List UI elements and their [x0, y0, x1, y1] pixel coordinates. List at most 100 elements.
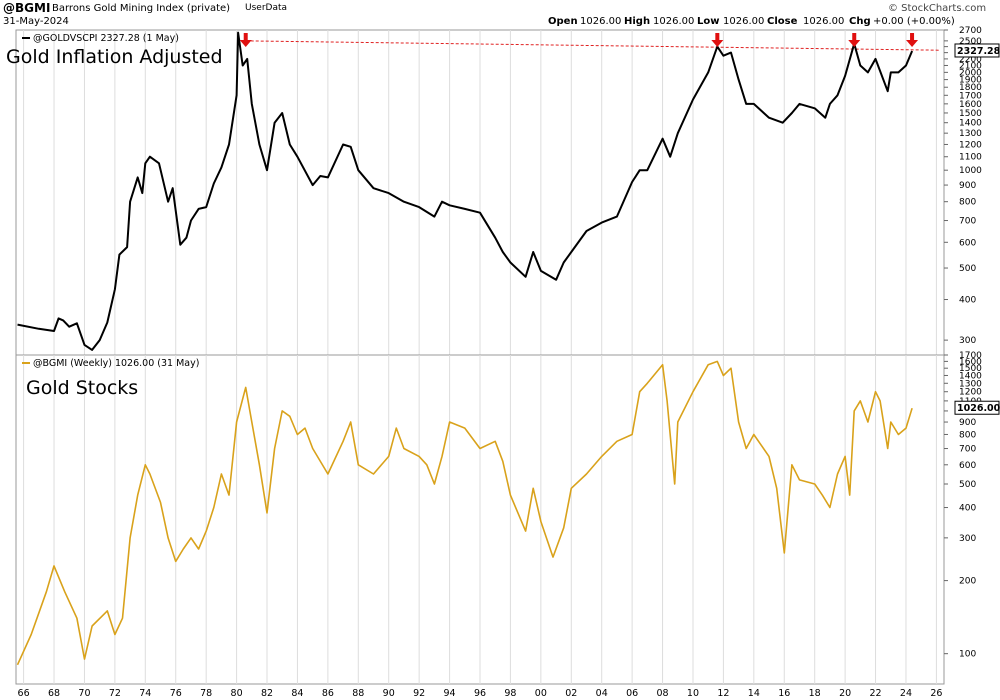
y-tick-label: 1800 [959, 83, 982, 93]
y-tick-label: 1700 [959, 351, 982, 361]
x-tick-label: 96 [474, 688, 486, 699]
high-label: High [624, 16, 651, 27]
arrow-down-icon [848, 33, 861, 47]
y-tick-label: 2200 [959, 55, 982, 65]
x-tick-label: 84 [291, 688, 303, 699]
x-tick-label: 98 [504, 688, 516, 699]
close-label: Close [767, 16, 798, 27]
low-value: 1026.00 [723, 16, 765, 27]
y-tick-label: 2500 [959, 37, 982, 47]
y-tick-label: 800 [959, 430, 976, 440]
y-tick-label: 1400 [959, 119, 982, 129]
y-tick-label: 900 [959, 418, 976, 428]
x-tick-label: 88 [352, 688, 364, 699]
y-tick-label: 1500 [959, 364, 982, 374]
x-tick-label: 86 [322, 688, 334, 699]
y-tick-label: 1500 [959, 109, 982, 119]
inflation-panel: 300 400 500 600 700 800 900 1000 1100 12001300140… [6, 26, 1000, 356]
ticker-symbol: @BGMI [3, 1, 51, 15]
x-tick-label: 18 [809, 688, 821, 699]
x-tick-label: 70 [78, 688, 90, 699]
chg-value: +0.00 (+0.00%) [873, 16, 955, 27]
x-tick-label: 82 [261, 688, 273, 699]
y-tick-label: 100 [959, 650, 976, 660]
userdata-label: UserData [245, 3, 288, 13]
x-tick-label: 08 [657, 688, 669, 699]
index-name: Barrons Gold Mining Index (private) [52, 3, 231, 14]
last-value-label: 2327.28 [957, 46, 1000, 57]
y-tick-label: 700 [959, 217, 976, 227]
x-tick-label: 02 [565, 688, 577, 699]
x-tick-label: 72 [109, 688, 121, 699]
y-tick-label: 800 [959, 198, 976, 208]
panel-title: Gold Inflation Adjusted [6, 46, 223, 68]
y-tick-label: 500 [959, 264, 976, 274]
chg-label: Chg [849, 16, 871, 27]
y-tick-label: 200 [959, 577, 976, 587]
x-tick-label: 04 [596, 688, 608, 699]
x-tick-label: 26 [930, 688, 942, 699]
x-tick-label: 78 [200, 688, 212, 699]
y-tick-label: 1300 [959, 129, 982, 139]
y-tick-label: 300 [959, 336, 976, 346]
x-tick-label: 80 [231, 688, 243, 699]
x-tick-label: 22 [869, 688, 881, 699]
y-tick-label: 700 [959, 445, 976, 455]
series-label: @GOLDVSCPI 2327.28 (1 May) [33, 33, 179, 44]
y-tick-label: 500 [959, 480, 976, 490]
y-tick-label: 1200 [959, 388, 982, 398]
y-tick-label: 1200 [959, 140, 982, 150]
y-tick-label: 1700 [959, 91, 982, 101]
x-tick-label: 06 [626, 688, 638, 699]
gold-stocks-panel: 1002003004005006007008009001000110012001… [15, 351, 1000, 685]
panel-title: Gold Stocks [26, 377, 138, 399]
y-tick-label: 400 [959, 504, 976, 514]
x-tick-label: 10 [687, 688, 699, 699]
y-tick-label: 2000 [959, 68, 982, 78]
last-value-box [954, 43, 1000, 58]
x-tick-label: 12 [717, 688, 729, 699]
open-label: Open [548, 16, 578, 27]
arrow-down-icon [906, 33, 919, 47]
y-tick-label: 1600 [959, 357, 982, 367]
y-tick-label: 1400 [959, 371, 982, 381]
y-tick-label: 2100 [959, 61, 982, 71]
chart-date: 31-May-2024 [3, 16, 69, 27]
chart-header: @BGMI Barrons Gold Mining Index (private… [0, 0, 1000, 30]
arrow-down-icon [239, 33, 252, 47]
y-tick-label: 400 [959, 296, 976, 306]
y-tick-label: 900 [959, 181, 976, 191]
x-tick-label: 66 [18, 688, 30, 699]
x-tick-label: 14 [748, 688, 760, 699]
y-tick-label: 1600 [959, 100, 982, 110]
series-label: @BGMI (Weekly) 1026.00 (31 May) [33, 358, 199, 369]
open-value: 1026.00 [580, 16, 622, 27]
low-label: Low [697, 16, 720, 27]
y-tick-label: 1300 [959, 379, 982, 389]
y-tick-label: 600 [959, 238, 976, 248]
x-tick-label: 74 [139, 688, 151, 699]
copyright: © StockCharts.com [888, 3, 987, 14]
arrow-down-icon [711, 33, 724, 47]
gold-inflation-line [17, 31, 914, 351]
y-tick-label: 2700 [959, 26, 982, 36]
x-tick-label: 68 [48, 688, 60, 699]
x-tick-label: 00 [535, 688, 547, 699]
y-tick-label: 1100 [959, 153, 982, 163]
y-tick-label: 1000 [959, 166, 982, 176]
x-tick-label: 76 [170, 688, 182, 699]
x-tick-label: 24 [900, 688, 912, 699]
y-tick-label: 1900 [959, 76, 982, 86]
last-value-box [954, 400, 1000, 415]
close-value: 1026.00 [803, 16, 845, 27]
gold-stocks-line [16, 360, 913, 666]
x-tick-label: 16 [778, 688, 790, 699]
x-tick-label: 94 [444, 688, 456, 699]
x-tick-label: 20 [839, 688, 851, 699]
x-tick-label: 90 [383, 688, 395, 699]
y-tick-label: 600 [959, 461, 976, 471]
x-tick-label: 92 [413, 688, 425, 699]
resistance-line [245, 40, 940, 51]
last-value-label: 1026.00 [957, 403, 1000, 414]
